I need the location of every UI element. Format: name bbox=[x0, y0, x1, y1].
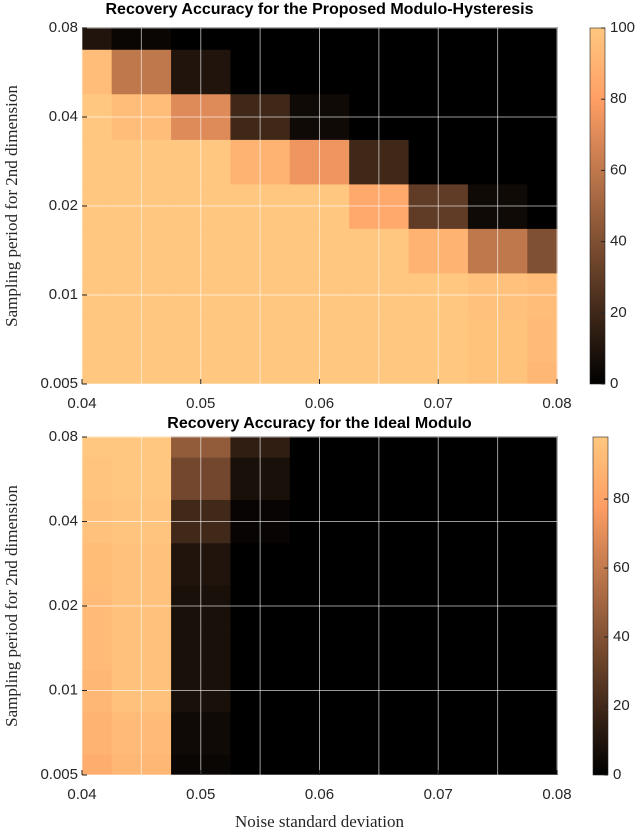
colorbar-tick-label: 100 bbox=[610, 19, 635, 36]
x-tick-label: 0.05 bbox=[186, 786, 215, 803]
heat-cell bbox=[527, 457, 558, 500]
y-tick-label: 0.04 bbox=[49, 108, 78, 125]
y-tick-label: 0.01 bbox=[49, 681, 78, 698]
y-tick-label: 0.005 bbox=[40, 375, 78, 392]
heat-cell bbox=[82, 139, 113, 185]
heat-cell bbox=[527, 627, 558, 670]
heat-cell bbox=[527, 711, 558, 755]
y-tick-label: 0.04 bbox=[49, 512, 78, 529]
heat-cell bbox=[527, 361, 558, 384]
x-tick-label: 0.07 bbox=[424, 395, 453, 412]
x-axis-label: Noise standard deviation bbox=[235, 812, 405, 831]
colorbar-tick-label: 0 bbox=[613, 766, 621, 783]
heat-cell bbox=[527, 436, 558, 458]
colorbar-tick-label: 0 bbox=[610, 375, 618, 392]
heat-cell bbox=[82, 542, 113, 586]
colorbar-tick-label: 60 bbox=[610, 161, 627, 178]
heat-cell bbox=[527, 753, 558, 775]
y-axis-label: Sampling period for 2nd dimension bbox=[2, 85, 21, 327]
x-tick-label: 0.07 bbox=[424, 786, 453, 803]
heat-cell bbox=[82, 753, 113, 775]
heat-cell bbox=[527, 27, 558, 50]
colorbar-tick-label: 60 bbox=[613, 559, 630, 576]
colorbar-tick-label: 80 bbox=[610, 90, 627, 107]
x-tick-label: 0.06 bbox=[305, 786, 334, 803]
colorbar-tick-label: 40 bbox=[613, 628, 630, 645]
heat-cell bbox=[82, 627, 113, 670]
y-tick-label: 0.01 bbox=[49, 286, 78, 303]
heat-cell bbox=[82, 49, 113, 95]
heat-cell bbox=[82, 457, 113, 500]
heat-cell bbox=[527, 542, 558, 586]
colorbar-tick-label: 20 bbox=[610, 304, 627, 321]
y-axis-label: Sampling period for 2nd dimension bbox=[2, 485, 21, 727]
x-tick-label: 0.05 bbox=[186, 395, 215, 412]
y-tick-label: 0.08 bbox=[49, 19, 78, 36]
heat-cell bbox=[82, 317, 113, 363]
chart-title: Recovery Accuracy for the Proposed Modul… bbox=[106, 1, 534, 18]
chart-title: Recovery Accuracy for the Ideal Modulo bbox=[167, 415, 472, 432]
x-tick-label: 0.06 bbox=[305, 395, 334, 412]
x-tick-label: 0.04 bbox=[67, 786, 96, 803]
y-tick-label: 0.02 bbox=[49, 597, 78, 614]
x-tick-label: 0.04 bbox=[67, 395, 96, 412]
colorbar-tick-label: 20 bbox=[613, 697, 630, 714]
heat-cell bbox=[527, 317, 558, 363]
x-tick-label: 0.08 bbox=[542, 786, 571, 803]
heat-cell bbox=[527, 139, 558, 185]
x-tick-label: 0.08 bbox=[542, 395, 571, 412]
colorbar-tick-label: 80 bbox=[613, 490, 630, 507]
heat-cell bbox=[82, 27, 113, 50]
y-tick-label: 0.08 bbox=[49, 428, 78, 445]
y-tick-label: 0.02 bbox=[49, 197, 78, 214]
colorbar bbox=[592, 436, 609, 776]
colorbar-tick-label: 40 bbox=[610, 233, 627, 250]
heat-cell bbox=[82, 361, 113, 384]
heat-cell bbox=[82, 711, 113, 755]
heat-cell bbox=[82, 228, 113, 274]
heat-cell bbox=[82, 436, 113, 458]
heat-cell bbox=[527, 49, 558, 95]
colorbar bbox=[589, 27, 606, 385]
heat-cell bbox=[527, 228, 558, 274]
y-tick-label: 0.005 bbox=[40, 766, 78, 783]
